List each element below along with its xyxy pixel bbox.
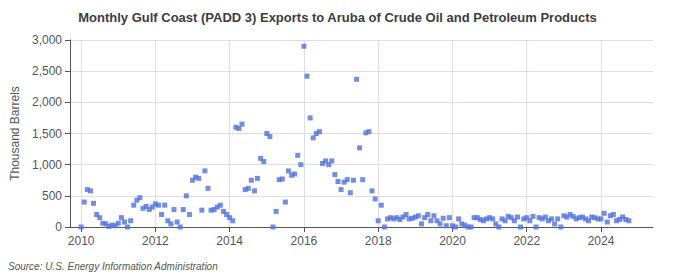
svg-text:Monthly Gulf Coast (PADD 3) Ex: Monthly Gulf Coast (PADD 3) Exports to A… [78,10,597,25]
svg-text:Source: U.S. Energy Informatio: Source: U.S. Energy Information Administ… [8,261,218,272]
svg-text:1,000: 1,000 [32,158,62,172]
svg-text:2020: 2020 [439,234,466,248]
svg-text:0: 0 [55,220,62,234]
svg-text:2,500: 2,500 [32,64,62,78]
svg-text:3,000: 3,000 [32,33,62,47]
svg-text:2010: 2010 [68,234,95,248]
svg-text:2012: 2012 [142,234,169,248]
svg-text:1,500: 1,500 [32,127,62,141]
svg-text:500: 500 [42,189,62,203]
svg-text:Thousand Barrels: Thousand Barrels [8,86,22,181]
svg-text:2018: 2018 [365,234,392,248]
svg-text:2016: 2016 [291,234,318,248]
svg-text:2014: 2014 [216,234,243,248]
svg-text:2024: 2024 [588,234,615,248]
svg-text:2,000: 2,000 [32,95,62,109]
svg-text:2022: 2022 [513,234,540,248]
